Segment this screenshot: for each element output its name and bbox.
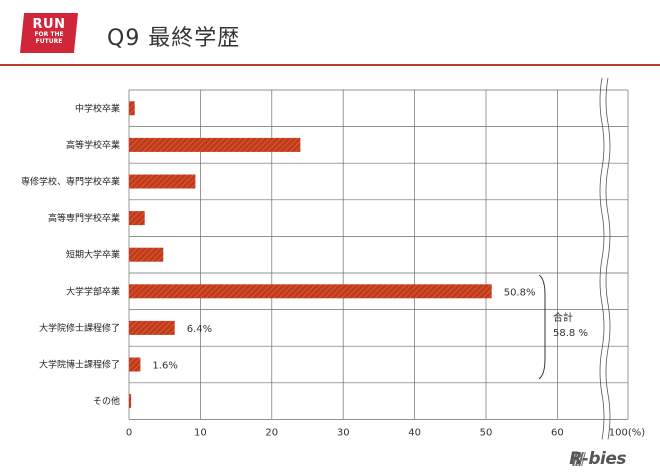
- logo-line1: RUN: [32, 17, 66, 32]
- total-value: 58.8 %: [553, 328, 588, 339]
- brand-logo-text: R-bies: [569, 449, 626, 469]
- category-label: 大学学部卒業: [66, 285, 120, 297]
- x-tick-label: 40: [408, 427, 421, 438]
- grid-layer: [128, 77, 629, 440]
- axis-break-line: [599, 77, 605, 440]
- category-label: その他: [93, 395, 120, 407]
- bar: [129, 101, 135, 116]
- category-label: 短期大学卒業: [66, 249, 120, 261]
- run-for-the-future-logo: RUN FOR THE FUTURE: [20, 13, 78, 53]
- annotation-layer: 合計 58.8 %: [538, 274, 588, 380]
- category-label: 中学校卒業: [75, 102, 120, 114]
- data-label: 6.4%: [187, 324, 212, 335]
- x-tick-label: 10: [194, 427, 207, 438]
- bar: [129, 394, 132, 409]
- category-label: 大学院博士課程修了: [39, 359, 120, 371]
- bar: [129, 284, 492, 299]
- x-tick-label: 60: [551, 427, 564, 438]
- bar-layer: [129, 101, 492, 409]
- category-label: 高等専門学校卒業: [48, 212, 120, 224]
- bar: [129, 247, 164, 262]
- page-title: Q9 最終学歴: [107, 26, 241, 51]
- bar: [129, 211, 145, 226]
- bar: [129, 357, 141, 372]
- category-label: 専修学校、専門学校卒業: [21, 176, 120, 188]
- bar: [129, 137, 301, 152]
- bar: [129, 320, 175, 335]
- x-tick-label: 20: [265, 427, 278, 438]
- label-layer: 0 10 20 30 40 50 60 100(%) 中学校卒業高等学校卒業専修学校、専門学校卒…: [21, 102, 645, 438]
- bar: [129, 174, 196, 189]
- logo-line2: FOR THE: [34, 31, 64, 38]
- logo-line3: FUTURE: [35, 38, 63, 45]
- x-tick-label: 30: [337, 427, 350, 438]
- header-divider: [0, 64, 660, 66]
- total-label: 合計: [553, 311, 573, 324]
- x-tick-label: 100(%): [609, 427, 645, 438]
- category-label: 高等学校卒業: [66, 139, 120, 151]
- x-tick-label: 50: [480, 427, 493, 438]
- total-bracket: [538, 274, 546, 380]
- axis-break-line: [605, 77, 611, 440]
- category-label: 大学院修士課程修了: [39, 322, 120, 334]
- data-label: 50.8%: [504, 287, 536, 298]
- data-label: 1.6%: [152, 361, 177, 372]
- x-tick-label: 0: [126, 427, 132, 438]
